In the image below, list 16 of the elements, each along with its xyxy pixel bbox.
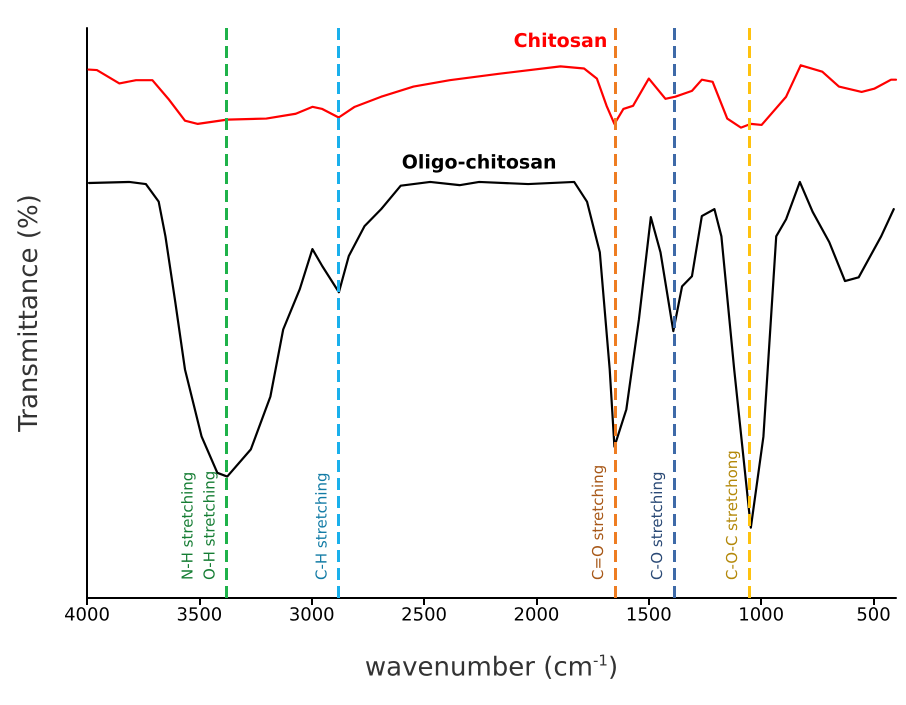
ref-line-label: C=O stretching xyxy=(588,464,607,580)
x-tick-label: 3500 xyxy=(176,604,222,626)
x-tick-label: 3000 xyxy=(288,604,335,626)
x-tick-label: 2000 xyxy=(514,604,560,626)
ref-line-label: C-O stretching xyxy=(648,472,666,580)
x-tick-label: 2500 xyxy=(401,604,447,626)
x-tick-label: 500 xyxy=(856,604,891,626)
ref-line-label: C-H stretching xyxy=(312,472,331,580)
x-tick-label: 1500 xyxy=(626,604,672,626)
ref-line-label: N-H stretching O-H stretching xyxy=(178,470,218,580)
x-tick-label: 1000 xyxy=(738,604,784,626)
y-axis-title: Transmittance (%) xyxy=(14,194,44,433)
series-label: Chitosan xyxy=(514,30,608,52)
series-label: Oligo-chitosan xyxy=(402,151,557,174)
ref-line-label: C-O-C stretchong xyxy=(722,450,741,580)
x-tick-label: 4000 xyxy=(64,604,110,626)
